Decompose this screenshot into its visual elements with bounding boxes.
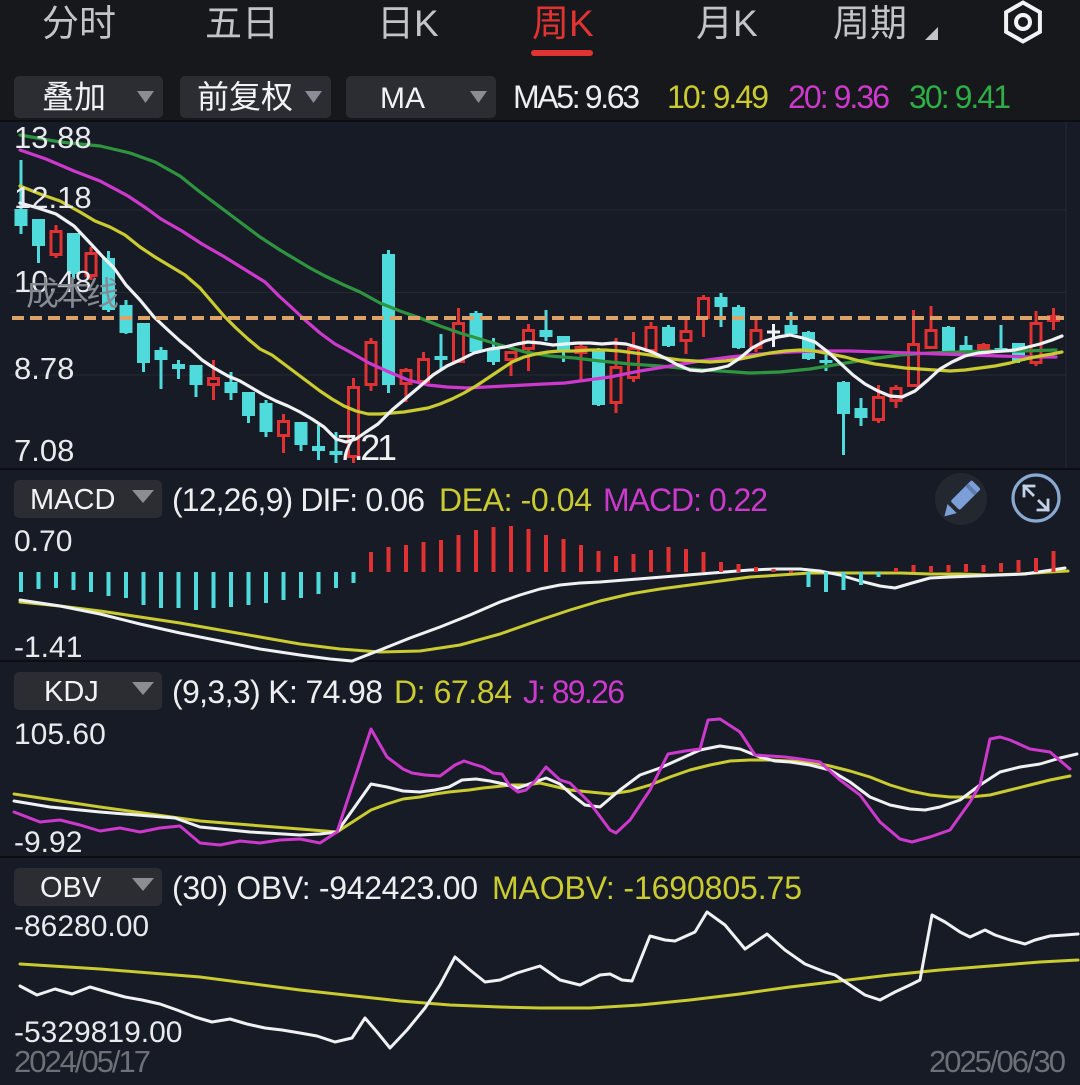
svg-text:20: 9.36: 20: 9.36 (788, 79, 890, 115)
svg-text:8.78: 8.78 (14, 351, 74, 386)
svg-text:105.60: 105.60 (14, 718, 106, 751)
svg-text:12.18: 12.18 (14, 180, 92, 215)
svg-text:日K: 日K (377, 3, 439, 44)
svg-text:2025/06/30: 2025/06/30 (929, 1044, 1066, 1079)
svg-text:J: 89.26: J: 89.26 (523, 674, 625, 710)
svg-text:MACD: 0.22: MACD: 0.22 (603, 482, 768, 518)
svg-text:-9.92: -9.92 (14, 826, 82, 859)
svg-text:周K: 周K (532, 3, 594, 44)
svg-text:(12,26,9) DIF: 0.06: (12,26,9) DIF: 0.06 (172, 482, 425, 518)
svg-text:D: 67.84: D: 67.84 (394, 674, 512, 710)
svg-text:13.88: 13.88 (14, 120, 92, 155)
svg-text:0.70: 0.70 (14, 525, 72, 558)
svg-text:(9,3,3) K: 74.98: (9,3,3) K: 74.98 (172, 674, 383, 710)
svg-text:KDJ: KDJ (44, 676, 99, 708)
svg-text:MAOBV: -1690805.75: MAOBV: -1690805.75 (492, 870, 802, 906)
svg-text:(30) OBV: -942423.00: (30) OBV: -942423.00 (172, 870, 478, 906)
svg-text:30: 9.41: 30: 9.41 (909, 79, 1011, 115)
svg-text:MA5: 9.63: MA5: 9.63 (513, 79, 640, 115)
svg-text:-86280.00: -86280.00 (14, 910, 149, 943)
svg-text:10.48: 10.48 (14, 264, 92, 299)
svg-text:OBV: OBV (40, 872, 102, 904)
svg-text:前复权: 前复权 (197, 79, 293, 115)
svg-text:10: 9.49: 10: 9.49 (667, 79, 769, 115)
svg-text:7.21: 7.21 (337, 427, 397, 468)
svg-text:成本线: 成本线 (26, 275, 119, 312)
svg-text:-1.41: -1.41 (14, 631, 82, 664)
svg-text:-5329819.00: -5329819.00 (14, 1016, 183, 1049)
svg-text:周期: 周期 (833, 3, 907, 44)
svg-text:分时: 分时 (42, 3, 116, 44)
svg-text:MACD: MACD (30, 484, 115, 516)
svg-text:MA: MA (380, 82, 425, 115)
svg-text:DEA: -0.04: DEA: -0.04 (439, 482, 592, 518)
svg-text:7.08: 7.08 (14, 433, 74, 468)
svg-text:2024/05/17: 2024/05/17 (14, 1044, 151, 1079)
svg-text:五日: 五日 (205, 3, 279, 44)
svg-text:月K: 月K (696, 3, 758, 44)
svg-text:叠加: 叠加 (42, 79, 106, 115)
